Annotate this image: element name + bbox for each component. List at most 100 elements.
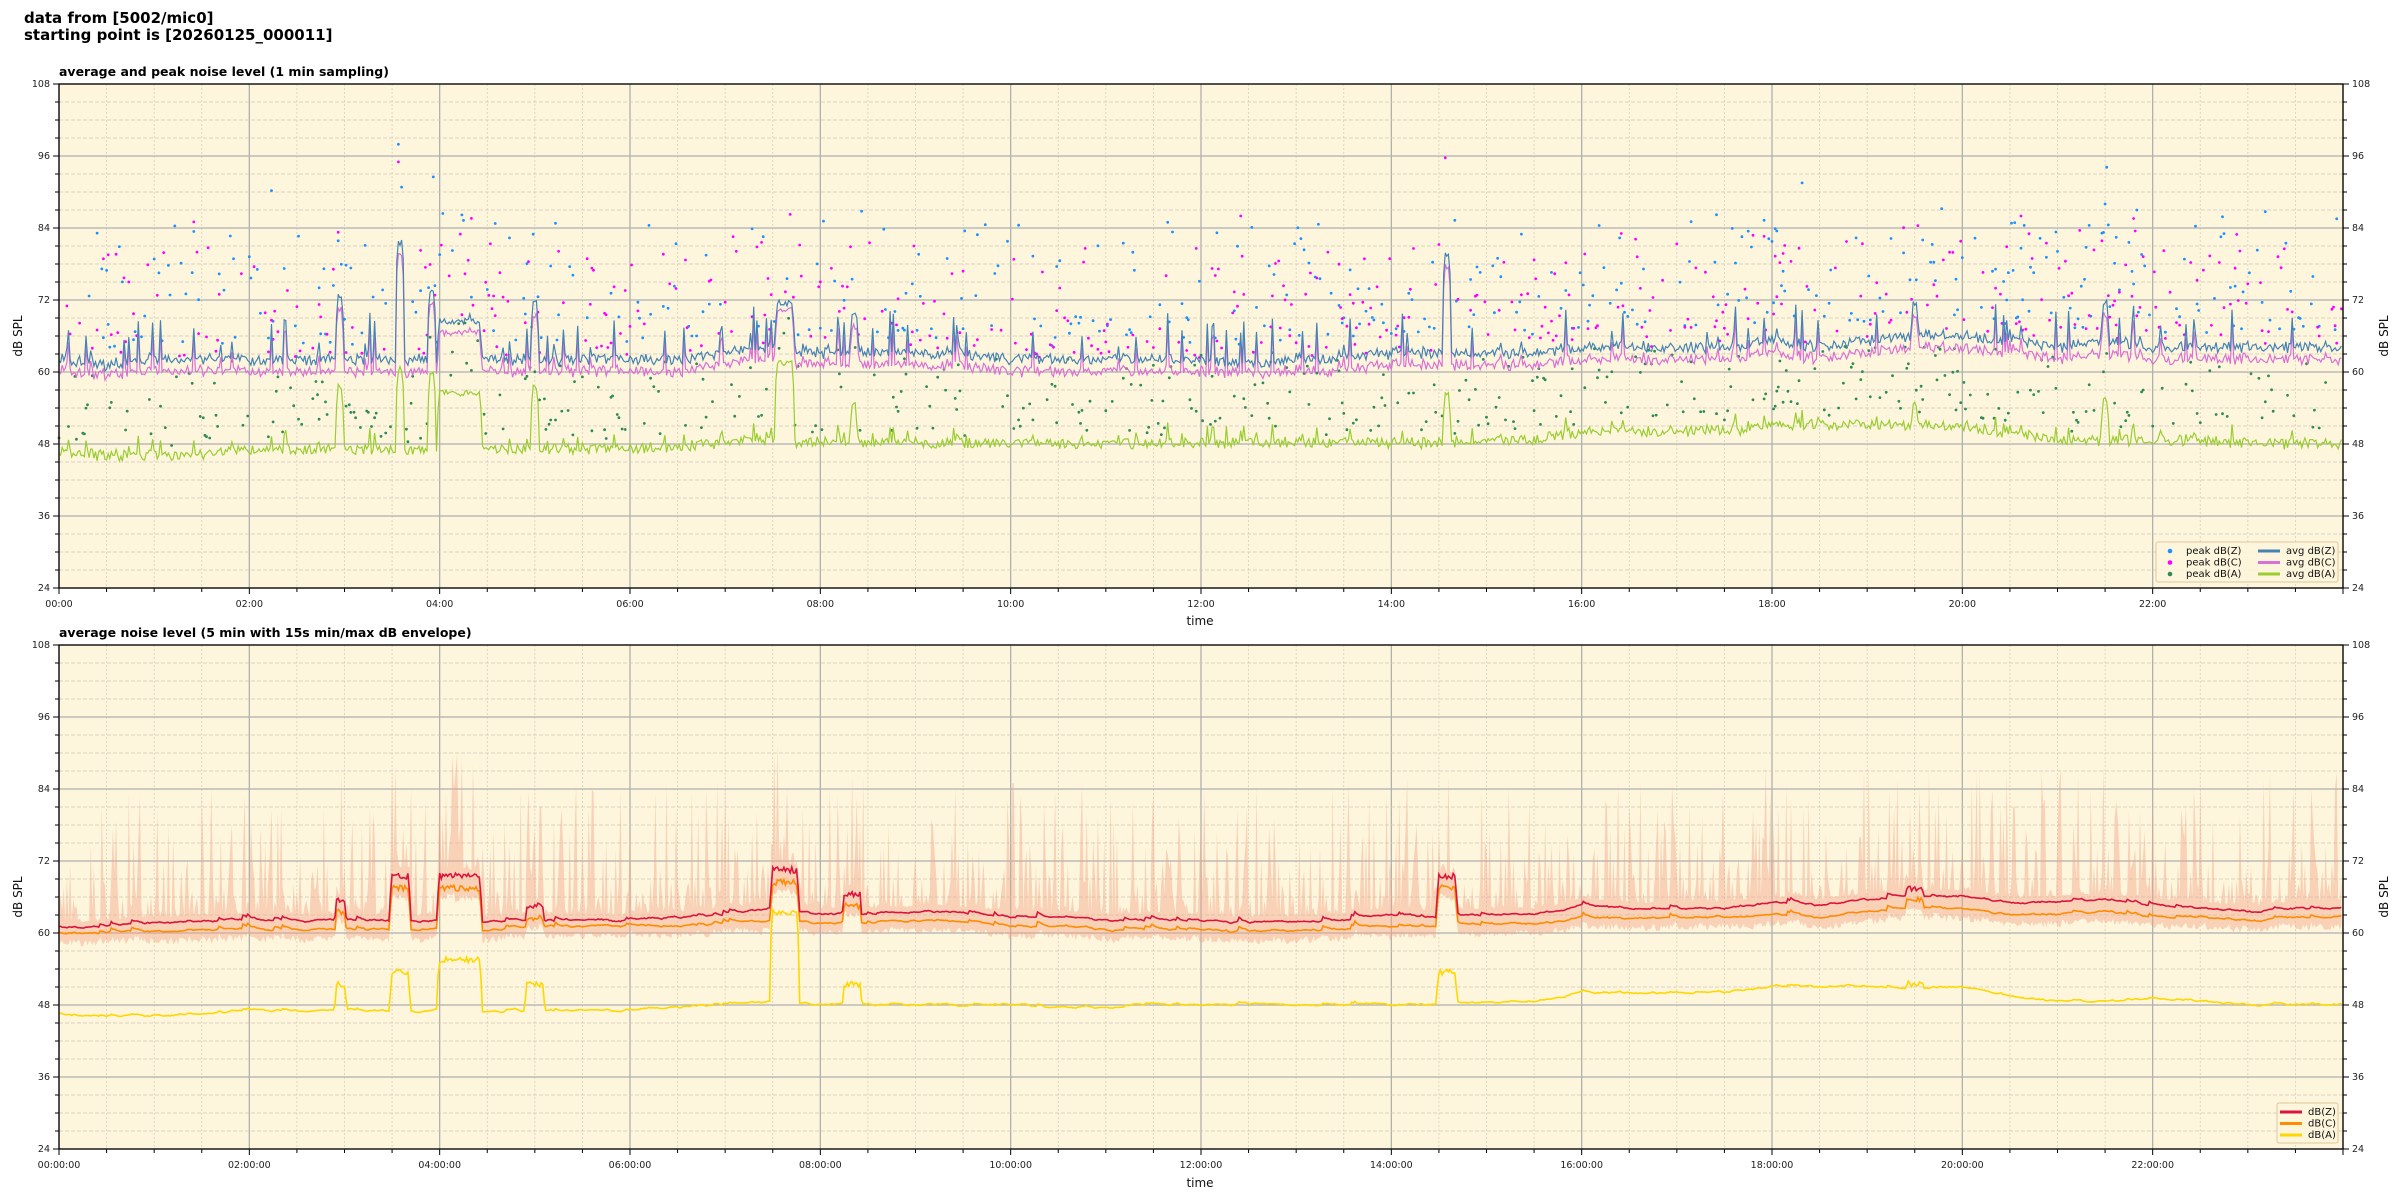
peak-point [2233,266,2237,270]
peak-point [1497,396,1501,399]
peak-point [2045,255,2048,259]
peak-point [1364,309,1368,313]
peak-point [148,398,151,401]
peak-point [606,346,610,349]
peak-point [1472,313,1476,316]
peak-point [1085,428,1089,432]
peak-point [822,219,825,223]
peak-point [2279,266,2283,270]
peak-point [1770,240,1774,243]
peak-point [192,230,196,233]
peak-point [592,268,595,272]
peak-point [1926,303,1929,307]
x-tick-label: 02:00:00 [228,1160,271,1171]
peak-point [917,252,921,256]
peak-point [1159,433,1163,436]
peak-point [700,344,703,348]
peak-point [65,304,69,308]
peak-point [124,428,127,432]
peak-point [117,245,121,249]
peak-point [1773,404,1777,408]
peak-point [912,244,916,248]
peak-point [419,289,422,293]
peak-point [1088,399,1092,403]
peak-point [1096,347,1100,351]
peak-point [2178,315,2182,319]
peak-point [525,374,529,378]
peak-point [1234,337,1238,341]
peak-point [1997,407,2001,410]
peak-point [1764,392,1768,396]
peak-point [384,431,388,435]
peak-point [490,307,494,310]
peak-point [910,330,914,334]
peak-point [1091,319,1095,323]
peak-point [95,328,99,332]
peak-point [918,338,922,342]
peak-point [1163,426,1166,430]
peak-point [67,425,70,428]
x-tick-label: 00:00:00 [38,1160,81,1171]
peak-point [325,332,329,336]
peak-point [842,306,846,310]
peak-point [1297,334,1301,337]
peak-point [1504,418,1507,422]
peak-point [2141,255,2145,258]
x-tick-label: 22:00:00 [2131,1160,2174,1171]
peak-point [2184,382,2188,386]
peak-point [349,411,353,414]
peak-point [1125,333,1128,337]
peak-point [760,241,763,244]
peak-point [1597,224,1601,227]
y-tick-label-left: 108 [32,79,50,90]
peak-point [2010,221,2013,225]
peak-point [1231,311,1235,315]
y-tick-label-right: 96 [2352,151,2364,162]
peak-point [1875,281,1879,285]
peak-point [2078,229,2082,232]
peak-point [823,336,827,339]
peak-point [1139,383,1143,387]
peak-point [1288,328,1292,332]
peak-point [2317,426,2321,430]
peak-point [1569,410,1572,414]
peak-point [1107,350,1111,354]
peak-point [617,315,621,319]
peak-point [931,426,935,430]
peak-point [2095,327,2099,330]
peak-point [1572,326,1576,330]
peak-point [557,249,560,253]
peak-point [221,341,224,345]
peak-point [1861,370,1864,373]
peak-point [168,293,172,297]
peak-point [536,295,540,299]
peak-point [1815,294,1818,297]
peak-point [2027,232,2031,236]
peak-point [1198,279,1201,283]
peak-point [1570,367,1574,371]
peak-point [604,313,608,317]
peak-point [1773,227,1777,231]
peak-point [1591,294,1595,298]
peak-point [799,274,803,278]
peak-point [904,372,908,376]
peak-point [1339,306,1342,309]
peak-point [374,411,378,415]
peak-point [1643,320,1647,324]
peak-point [155,293,159,297]
peak-point [1029,332,1033,336]
peak-point [1772,312,1775,316]
peak-point [642,322,646,326]
peak-point [2270,388,2274,392]
peak-point [1380,302,1384,306]
peak-point [405,427,408,431]
peak-point [319,332,323,336]
peak-point [2260,329,2264,332]
peak-point [1845,240,1848,243]
peak-point [181,340,185,343]
y-tick-label-right: 84 [2352,223,2364,234]
peak-point [1055,265,1059,268]
y-tick-label-left: 24 [38,1144,50,1155]
peak-point [596,385,600,389]
peak-point [974,294,978,297]
